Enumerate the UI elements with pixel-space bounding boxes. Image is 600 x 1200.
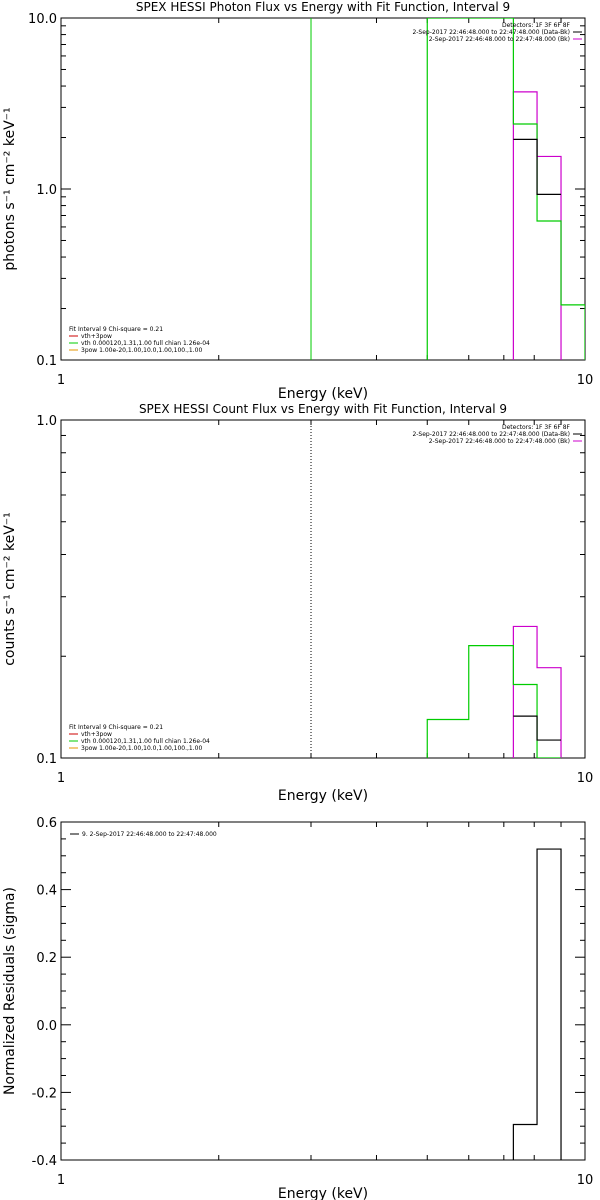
x-axis-label: Energy (keV) — [278, 1186, 368, 1200]
series-step-line — [512, 848, 562, 1160]
x-axis-label: Energy (keV) — [278, 386, 368, 402]
x-tick-label: 10 — [577, 373, 594, 388]
legend-entry: vth 0.000120,1.31,1.00 full chian 1.26e-… — [81, 738, 210, 745]
legend-entry: Fit Interval 9 Chi-square = 0.21 — [69, 326, 163, 333]
y-tick-label: 0.1 — [36, 752, 57, 767]
series-step-line — [426, 18, 585, 360]
y-tick-label: 0.1 — [36, 354, 57, 369]
series-step-line — [513, 138, 562, 195]
x-tick-label: 10 — [577, 1173, 594, 1188]
legend-entry: 2-Sep-2017 22:46:48.000 to 22:47:48.000 … — [429, 36, 570, 43]
chart-title: SPEX HESSI Count Flux vs Energy with Fit… — [139, 402, 507, 416]
panel-1: SPEX HESSI Photon Flux vs Energy with Fi… — [2, 0, 593, 402]
series-step-line — [426, 645, 562, 758]
legend-entry: 2-Sep-2017 22:46:48.000 to 22:47:48.000 … — [412, 29, 570, 36]
plot-frame — [60, 17, 586, 361]
y-tick-label: 10.0 — [28, 12, 57, 27]
y-axis-label: counts s⁻¹ cm⁻² keV⁻¹ — [2, 512, 18, 666]
x-tick-label: 1 — [57, 1173, 65, 1188]
y-tick-label: 0.2 — [36, 951, 57, 966]
legend-entry: Fit Interval 9 Chi-square = 0.21 — [69, 724, 163, 731]
x-tick-label: 1 — [57, 771, 65, 786]
y-axis-label: photons s⁻¹ cm⁻² keV⁻¹ — [2, 107, 18, 270]
y-tick-label: 1.0 — [36, 414, 57, 429]
y-tick-label: -0.4 — [32, 1154, 57, 1169]
y-tick-label: 1.0 — [36, 183, 57, 198]
chart-title: SPEX HESSI Photon Flux vs Energy with Fi… — [136, 0, 510, 14]
plot-frame — [60, 821, 586, 1161]
y-tick-label: 0.0 — [36, 1019, 57, 1034]
legend-entry: 2-Sep-2017 22:46:48.000 to 22:47:48.000 … — [412, 431, 570, 438]
legend-entry: vth 0.000120,1.31,1.00 full chian 1.26e-… — [81, 340, 210, 347]
legend-entry: 9. 2-Sep-2017 22:46:48.000 to 22:47:48.0… — [82, 831, 217, 838]
y-tick-label: 0.6 — [36, 816, 57, 831]
x-tick-label: 1 — [57, 373, 65, 388]
plot-frame — [60, 419, 586, 759]
legend-entry: Detectors: 1F 3F 6F 8F — [502, 424, 571, 431]
x-tick-label: 10 — [577, 771, 594, 786]
y-tick-label: 0.4 — [36, 884, 57, 899]
panel-2: SPEX HESSI Count Flux vs Energy with Fit… — [2, 402, 593, 804]
y-tick-label: -0.2 — [32, 1086, 57, 1101]
panel-3: 1 10 -0.4 -0.2 0.0 0.2 0.4 0.6 Energy (keV) Norma… — [2, 816, 593, 1200]
legend-entry: vth+3pow — [81, 731, 112, 738]
legend-entry: vth+3pow — [81, 333, 112, 340]
legend-entry: 3pow 1.00e-20,1.00,10.0,1.00,100.,1.00 — [81, 347, 202, 354]
legend-entry: 2-Sep-2017 22:46:48.000 to 22:47:48.000 … — [429, 438, 570, 445]
y-axis-label: Normalized Residuals (sigma) — [2, 887, 18, 1095]
x-axis-label: Energy (keV) — [278, 788, 368, 804]
series-step-line — [513, 715, 562, 741]
legend-entry: 3pow 1.00e-20,1.00,10.0,1.00,100.,1.00 — [81, 745, 202, 752]
legend-entry: Detectors: 1F 3F 6F 8F — [502, 22, 571, 29]
